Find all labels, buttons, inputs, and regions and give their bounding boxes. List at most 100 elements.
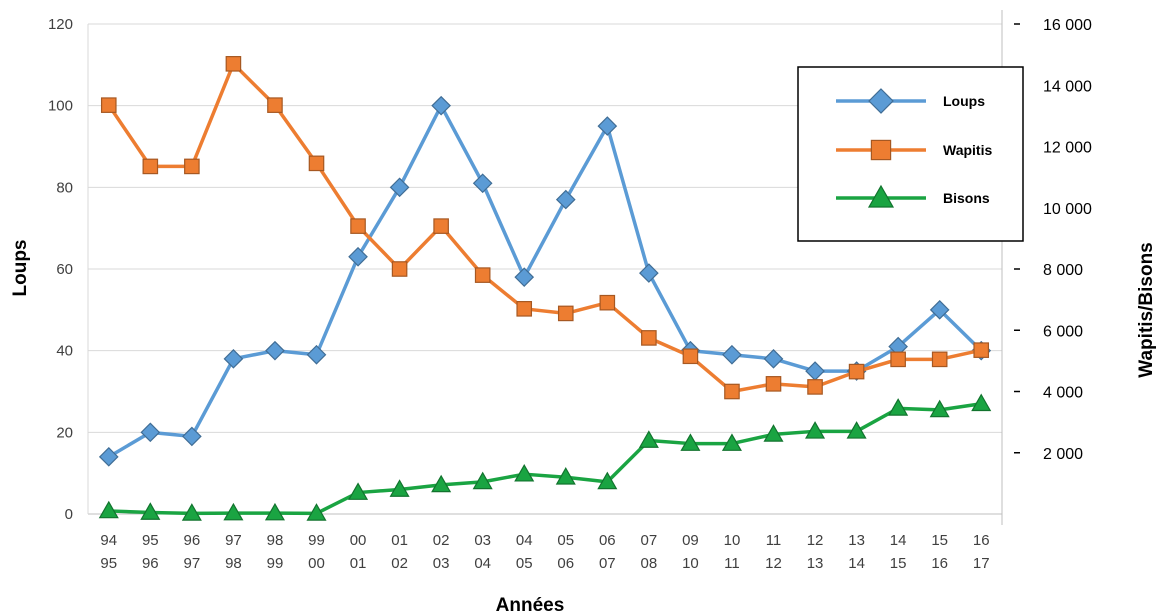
x-axis-ticks: 94 95 95 96 96 97 97 98 98 99 99 00 00 01 01 02 02 03 03 04… [100, 532, 989, 572]
data-point-wapitis [557, 305, 574, 322]
legend-marker-loups [868, 88, 894, 114]
x-tick-label-top: 04 [516, 532, 533, 549]
data-point-bisons [223, 502, 244, 521]
data-point-wapitis [807, 379, 823, 395]
x-tick-label-bottom: 99 [267, 555, 284, 572]
legend-marker-wapitis [870, 139, 892, 161]
x-tick-label-bottom: 95 [100, 555, 117, 572]
data-point-wapitis [100, 97, 117, 113]
left-axis-ticks: 0 20 40 60 80 100 120 [48, 16, 73, 523]
legend-marker-bisons [867, 184, 895, 208]
data-point-bisons [680, 433, 701, 451]
y-right-tick-label: 6 000 [1043, 323, 1083, 340]
data-point-bisons [929, 399, 950, 418]
data-point-loups [98, 446, 119, 467]
x-axis-title: Années [496, 595, 565, 616]
x-tick-label-top: 12 [807, 532, 824, 549]
data-point-wapitis [599, 294, 616, 311]
y-left-tick-label: 60 [56, 261, 73, 278]
legend-item-loups: Loups [836, 88, 985, 114]
data-point-loups [597, 116, 618, 136]
y-right-tick-label: 10 000 [1043, 201, 1092, 218]
x-tick-label-top: 14 [890, 532, 907, 549]
data-point-loups [348, 246, 368, 267]
x-tick-label-bottom: 06 [557, 555, 574, 572]
x-tick-label-bottom: 15 [890, 555, 907, 572]
data-point-bisons [721, 433, 742, 451]
x-tick-label-bottom: 12 [765, 555, 782, 572]
data-point-bisons [597, 471, 618, 490]
x-tick-label-top: 13 [848, 532, 865, 549]
x-tick-label-bottom: 11 [724, 555, 740, 572]
y-right-tick-label: 2 000 [1043, 446, 1083, 463]
data-point-loups [722, 344, 742, 365]
x-tick-label-bottom: 98 [225, 555, 242, 572]
x-tick-label-bottom: 08 [641, 555, 658, 572]
data-point-wapitis [848, 363, 865, 380]
data-point-loups [431, 95, 451, 116]
data-point-bisons [264, 502, 285, 521]
x-tick-label-top: 03 [474, 532, 491, 549]
x-tick-label-bottom: 01 [350, 555, 367, 572]
data-point-wapitis [724, 383, 740, 400]
data-point-wapitis [516, 301, 533, 317]
data-point-bisons [348, 482, 369, 500]
y-right-tick-label: 14 000 [1043, 78, 1092, 95]
x-tick-label-bottom: 17 [973, 555, 990, 572]
x-tick-label-bottom: 05 [516, 555, 533, 572]
x-tick-label-top: 96 [184, 532, 201, 549]
x-tick-label-top: 99 [308, 532, 325, 549]
x-tick-label-top: 11 [766, 532, 782, 549]
y-left-tick-label: 40 [56, 343, 73, 360]
legend: Loups Wapitis Bisons [797, 66, 1024, 242]
x-tick-label-top: 02 [433, 532, 450, 549]
y-right-tick-label: 16 000 [1043, 17, 1092, 34]
x-tick-label-top: 95 [142, 532, 159, 549]
x-tick-label-top: 15 [931, 532, 948, 549]
y-left-tick-label: 80 [56, 179, 73, 196]
data-point-wapitis [142, 158, 159, 175]
data-point-loups [306, 344, 327, 365]
data-point-bisons [472, 471, 493, 490]
y-right-tick-label: 12 000 [1043, 140, 1092, 157]
x-tick-label-top: 00 [350, 532, 367, 549]
data-point-bisons [431, 474, 452, 493]
x-tick-label-top: 05 [557, 532, 574, 549]
legend-label: Wapitis [943, 142, 992, 158]
x-tick-label-bottom: 02 [391, 555, 408, 572]
data-point-wapitis [931, 351, 948, 368]
data-point-bisons [181, 503, 202, 521]
y-right-tick-label: 4 000 [1043, 385, 1083, 402]
data-point-wapitis [433, 218, 449, 234]
x-tick-label-top: 97 [225, 532, 242, 549]
x-tick-label-bottom: 96 [142, 555, 159, 572]
series-bisons [98, 393, 992, 521]
y-left-tick-label: 120 [48, 16, 73, 33]
data-point-loups [389, 177, 410, 198]
data-point-loups [805, 361, 825, 381]
x-tick-label-top: 98 [267, 532, 284, 549]
series-line-loups [107, 103, 983, 459]
data-point-bisons [888, 398, 909, 416]
y-left-tick-label: 20 [56, 424, 73, 441]
y-left-tick-label: 100 [48, 98, 73, 115]
data-point-loups [514, 267, 535, 288]
x-tick-label-bottom: 00 [308, 555, 325, 572]
data-point-wapitis [391, 261, 408, 277]
legend-label: Bisons [943, 190, 990, 206]
data-point-wapitis [765, 376, 782, 392]
x-tick-label-bottom: 16 [931, 555, 948, 572]
data-point-bisons [805, 421, 826, 439]
data-point-bisons [140, 502, 161, 520]
x-tick-label-bottom: 10 [682, 555, 699, 572]
x-tick-label-bottom: 14 [848, 555, 865, 572]
data-point-loups [265, 340, 285, 361]
data-point-wapitis [308, 155, 325, 172]
data-point-loups [639, 263, 659, 283]
data-point-bisons [846, 421, 867, 439]
series-wapitis [100, 56, 990, 400]
data-point-bisons [638, 430, 659, 448]
data-point-wapitis [973, 342, 990, 358]
data-point-loups [929, 299, 950, 320]
